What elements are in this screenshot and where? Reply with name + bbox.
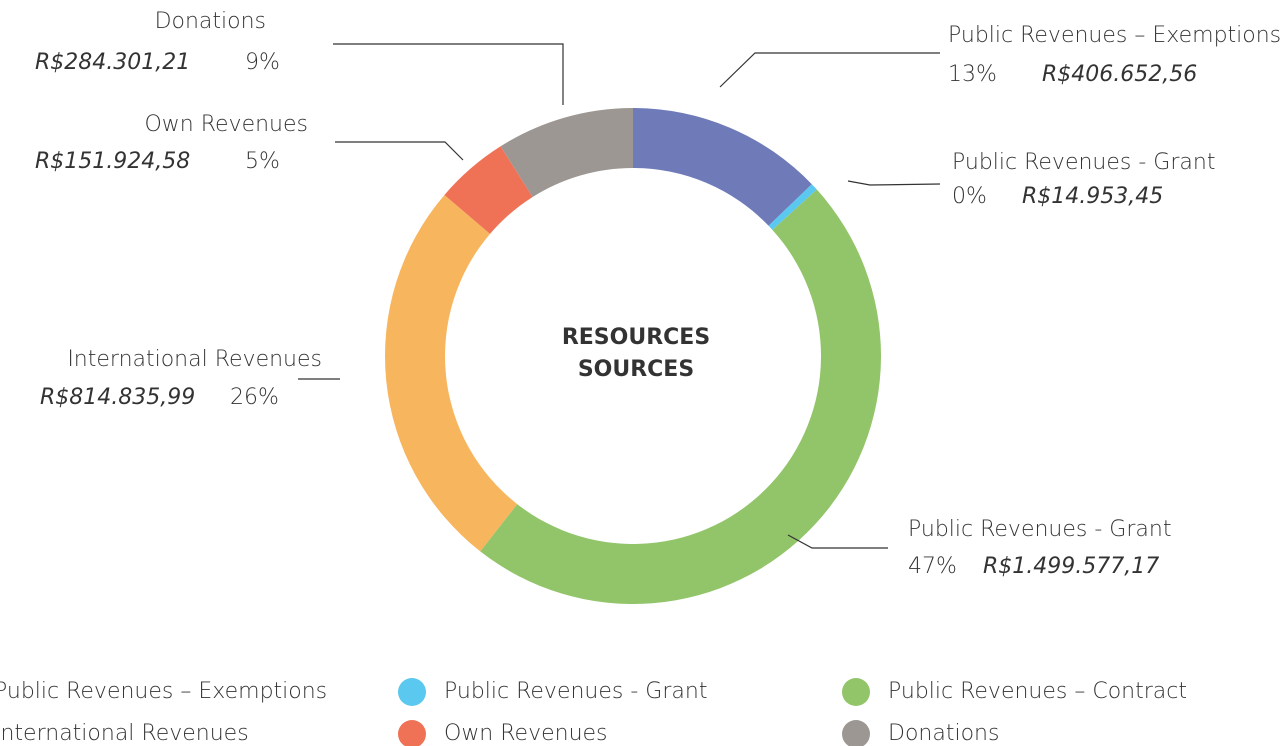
- value-label: R$1.499.577,17: [983, 554, 1159, 579]
- slice-label: Public Revenues - Grant: [908, 517, 1171, 542]
- percent-label: 5%: [245, 149, 280, 174]
- legend-label: International Revenues: [0, 721, 249, 746]
- slice-label: International Revenues: [67, 347, 322, 372]
- slice-label: Public Revenues – Exemptions: [948, 23, 1281, 48]
- center-title: SOURCES: [578, 357, 694, 382]
- value-label: R$406.652,56: [1042, 62, 1197, 87]
- percent-label: 26%: [230, 385, 279, 410]
- legend-swatch: [842, 678, 870, 706]
- legend-label: Own Revenues: [444, 721, 608, 746]
- legend-swatch: [398, 678, 426, 706]
- donut-slice: [633, 108, 812, 226]
- legend-label: Public Revenues - Grant: [444, 679, 707, 704]
- percent-label: 47%: [908, 554, 957, 579]
- donut-slice: [480, 189, 882, 605]
- value-label: R$814.835,99: [40, 385, 195, 410]
- percent-label: 0%: [952, 184, 987, 209]
- donut-slice: [768, 184, 817, 230]
- center-title: RESOURCES: [562, 325, 710, 350]
- donut-slice: [444, 146, 533, 234]
- donut-slice: [500, 108, 633, 198]
- legend-label: Public Revenues – Contract: [888, 679, 1187, 704]
- legend-label: Donations: [888, 721, 999, 746]
- leader-line: [333, 43, 564, 105]
- legend-label: Public Revenues – Exemptions: [0, 679, 327, 704]
- leader-line: [335, 141, 464, 161]
- donut-slice: [384, 194, 518, 552]
- value-label: R$284.301,21: [35, 50, 190, 75]
- percent-label: 13%: [948, 62, 997, 87]
- leader-line: [847, 180, 941, 186]
- percent-label: 9%: [245, 50, 280, 75]
- value-label: R$151.924,58: [35, 149, 190, 174]
- slice-label: Public Revenues - Grant: [952, 150, 1215, 175]
- value-label: R$14.953,45: [1022, 184, 1163, 209]
- leader-line: [787, 534, 888, 549]
- slice-label: Own Revenues: [144, 112, 308, 137]
- slice-label: Donations: [155, 9, 266, 34]
- legend-swatch: [842, 720, 870, 746]
- legend-swatch: [398, 720, 426, 746]
- leader-line: [719, 52, 940, 88]
